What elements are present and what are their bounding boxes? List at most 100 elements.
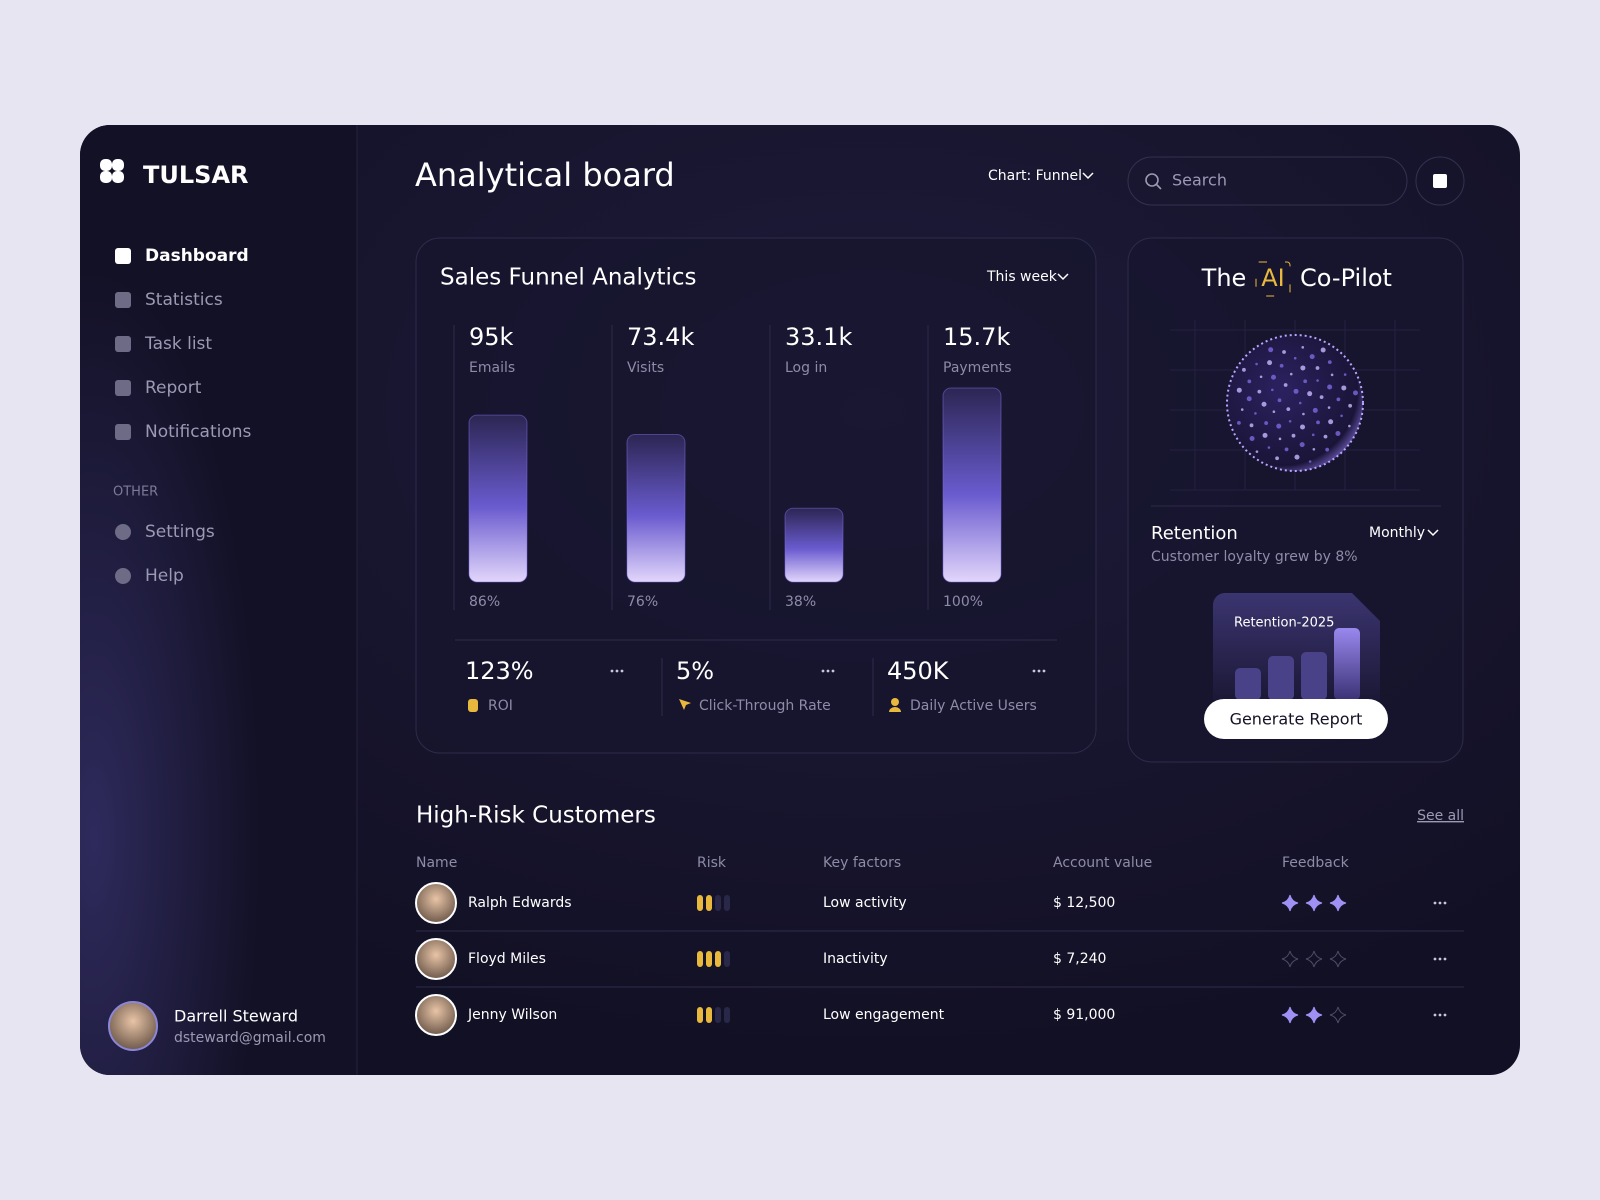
- globe-particle: [1267, 360, 1273, 366]
- risk-segment: [706, 951, 712, 967]
- row-menu[interactable]: [1433, 901, 1437, 905]
- globe-particle: [1294, 454, 1300, 460]
- globe-particle: [1303, 379, 1308, 384]
- risk-segment: [715, 895, 721, 911]
- stat-icon: [889, 707, 901, 712]
- row-menu[interactable]: [1433, 957, 1437, 961]
- globe-particle: [1316, 379, 1319, 382]
- globe-particle: [1320, 347, 1326, 353]
- nav-item[interactable]: Task list: [144, 334, 212, 354]
- risk-segment: [697, 951, 703, 967]
- globe-particle: [1289, 372, 1293, 376]
- customer-avatar: [415, 994, 457, 1036]
- feedback-star: [1329, 1006, 1347, 1024]
- more-button[interactable]: [1042, 669, 1046, 673]
- globe-particle: [1284, 447, 1289, 452]
- calendar-icon: [1433, 174, 1447, 188]
- nav-item[interactable]: Statistics: [145, 290, 223, 310]
- stage-value: 33.1k: [785, 323, 852, 351]
- stat-value: 5%: [676, 657, 714, 685]
- row-menu[interactable]: [1443, 901, 1447, 905]
- globe-particle: [1323, 434, 1328, 439]
- more-button[interactable]: [620, 669, 624, 673]
- more-button[interactable]: [831, 669, 835, 673]
- risk-segment: [724, 1007, 730, 1023]
- risk-segment: [715, 1007, 721, 1023]
- row-menu[interactable]: [1438, 957, 1442, 961]
- feedback-star: [1305, 1006, 1323, 1024]
- customer-avatar: [415, 938, 457, 980]
- globe-particle: [1254, 412, 1257, 415]
- funnel-card: [415, 237, 1097, 754]
- globe-particle: [1307, 391, 1313, 397]
- nav-item[interactable]: Dashboard: [145, 246, 249, 266]
- row-menu[interactable]: [1443, 957, 1447, 961]
- globe-particle: [1336, 397, 1341, 402]
- more-button[interactable]: [826, 669, 830, 673]
- nav-item[interactable]: Settings: [145, 522, 215, 542]
- globe-particle: [1276, 423, 1282, 429]
- stage-name: Log in: [785, 360, 827, 376]
- risk-segment: [697, 1007, 703, 1023]
- globe-particle: [1308, 460, 1312, 463]
- globe-particle: [1277, 398, 1282, 403]
- logo-petal: [112, 159, 124, 171]
- stage-value: 95k: [469, 323, 514, 351]
- nav-item[interactable]: Notifications: [145, 422, 252, 442]
- globe-particle: [1278, 437, 1282, 441]
- account-value: $ 91,000: [1053, 1007, 1115, 1023]
- row-menu[interactable]: [1438, 1013, 1442, 1017]
- row-menu[interactable]: [1433, 1013, 1437, 1017]
- globe-particle: [1255, 450, 1259, 453]
- globe-particle: [1299, 442, 1305, 448]
- more-button[interactable]: [1037, 669, 1041, 673]
- stat-value: 123%: [465, 657, 534, 685]
- globe-particle: [1300, 424, 1306, 430]
- globe-particle: [1293, 356, 1297, 360]
- see-all-link[interactable]: See all: [1417, 808, 1464, 824]
- nav-icon: [115, 568, 131, 584]
- key-factor: Low activity: [823, 895, 907, 911]
- card-title: Sales Funnel Analytics: [440, 265, 697, 291]
- calendar-button[interactable]: [1415, 156, 1465, 206]
- globe-particle: [1271, 374, 1277, 380]
- retention-bar: [1268, 656, 1294, 700]
- more-button[interactable]: [1032, 669, 1036, 673]
- key-factor: Inactivity: [823, 951, 888, 967]
- chart-selector[interactable]: Chart: Funnel: [988, 168, 1082, 184]
- more-button[interactable]: [615, 669, 619, 673]
- more-button[interactable]: [821, 669, 825, 673]
- customer-avatar: [415, 882, 457, 924]
- nav-icon: [115, 292, 131, 308]
- search-box[interactable]: [1127, 156, 1408, 206]
- row-menu[interactable]: [1443, 1013, 1447, 1017]
- nav-item[interactable]: Help: [145, 566, 184, 586]
- stage-percent: 76%: [627, 594, 658, 610]
- customer-name: Floyd Miles: [468, 951, 546, 967]
- globe-particle: [1236, 387, 1242, 393]
- stat-icon: [468, 699, 478, 712]
- globe-particle: [1300, 365, 1306, 371]
- risk-segment: [697, 895, 703, 911]
- user-name: Darrell Steward: [174, 1007, 298, 1026]
- period-selector[interactable]: This week: [986, 269, 1058, 285]
- globe-particle: [1312, 447, 1316, 451]
- account-value: $ 7,240: [1053, 951, 1106, 967]
- more-button[interactable]: [610, 669, 614, 673]
- globe-particle: [1327, 406, 1331, 409]
- user-email: dsteward@gmail.com: [174, 1030, 326, 1046]
- globe-particle: [1249, 423, 1254, 428]
- period-selector[interactable]: Monthly: [1369, 525, 1425, 541]
- nav-item[interactable]: Report: [145, 378, 202, 398]
- nav-icon: [115, 424, 131, 440]
- page-title: Analytical board: [415, 156, 675, 194]
- retention-chart-title: Retention-2025: [1234, 616, 1334, 631]
- button-label[interactable]: Generate Report: [1230, 710, 1363, 729]
- row-menu[interactable]: [1438, 901, 1442, 905]
- globe-particle: [1328, 419, 1334, 425]
- globe-particle: [1247, 379, 1252, 384]
- generate-report-button[interactable]: [1204, 699, 1388, 739]
- column-header: Feedback: [1282, 855, 1350, 871]
- stat-icon: [679, 699, 691, 710]
- globe-particle: [1279, 363, 1284, 368]
